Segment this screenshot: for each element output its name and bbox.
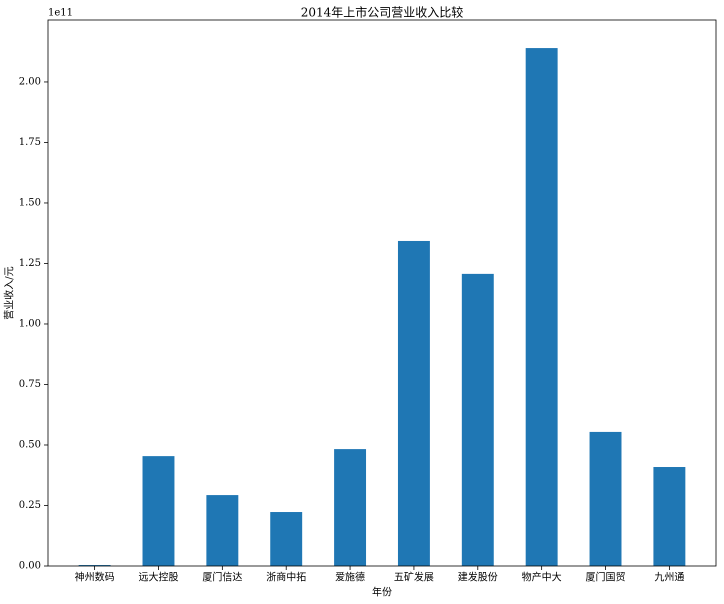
bar (653, 467, 686, 566)
y-tick-label: 0.25 (19, 500, 41, 511)
y-axis-label: 营业收入/元 (3, 266, 16, 319)
y-tick-label: 0.50 (19, 439, 41, 450)
bar (589, 431, 622, 566)
x-tick-label: 建发股份 (458, 571, 498, 584)
y-tick-label: 1.50 (19, 197, 41, 208)
bar (78, 565, 111, 566)
x-tick-label: 爱施德 (335, 571, 365, 584)
chart-title: 2014年上市公司营业收入比较 (301, 5, 464, 20)
y-tick-label: 1.25 (19, 258, 41, 269)
x-tick-label: 五矿发展 (394, 571, 434, 584)
y-tick-label: 0.75 (19, 379, 41, 390)
y-tick-label: 0.00 (19, 561, 41, 572)
y-tick-label: 2.00 (19, 76, 41, 87)
bar (142, 456, 175, 566)
bar (334, 449, 367, 566)
bar (525, 48, 558, 567)
y-offset-label: 1e11 (48, 8, 73, 19)
x-axis-label: 年份 (372, 586, 392, 599)
x-tick-label: 厦门国贸 (586, 571, 626, 584)
x-tick-label: 九州通 (654, 572, 684, 584)
bar (461, 273, 494, 566)
x-tick-label: 厦门信达 (202, 571, 242, 584)
x-tick-label: 远大控股 (138, 571, 178, 584)
bar (397, 240, 430, 566)
x-tick-label: 物产中大 (522, 571, 562, 584)
bar (206, 495, 239, 566)
x-tick-label: 神州数码 (75, 571, 115, 584)
x-tick-label: 浙商中拓 (266, 571, 306, 584)
bar (270, 512, 303, 566)
plot-frame (47, 19, 717, 567)
y-tick-label: 1.00 (19, 318, 41, 329)
y-tick-label: 1.75 (19, 137, 41, 148)
